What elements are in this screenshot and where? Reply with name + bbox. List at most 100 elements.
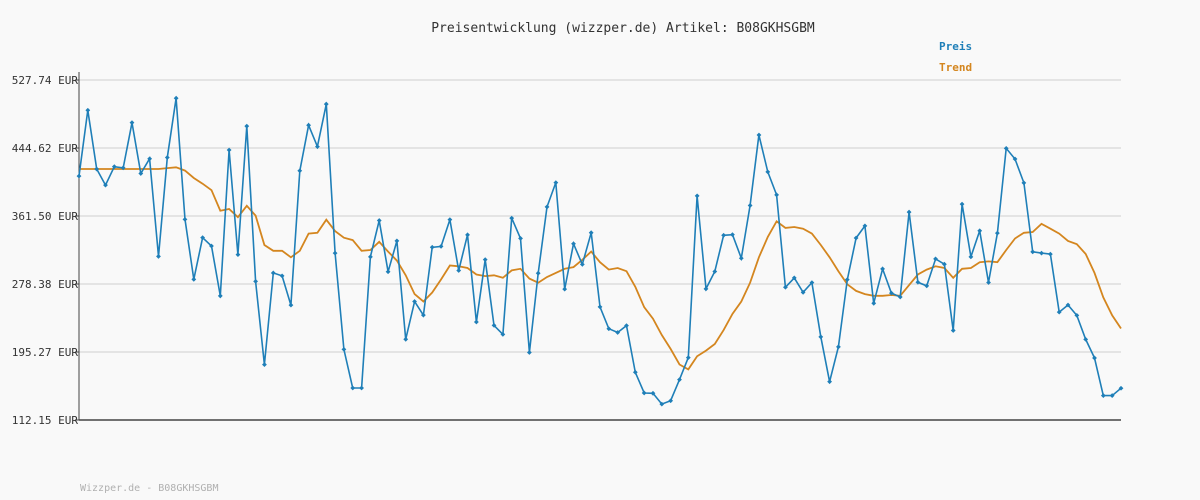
preis-point	[288, 302, 294, 308]
legend-preis: Preis	[939, 40, 972, 53]
preis-point	[544, 204, 550, 210]
y-tick-label: 195.27 EUR	[12, 346, 79, 359]
preis-point	[1083, 336, 1089, 342]
preis-point	[376, 218, 382, 223]
preis-point	[1074, 313, 1080, 318]
preis-point	[138, 171, 144, 176]
preis-point	[420, 312, 426, 318]
preis-point	[368, 254, 373, 260]
preis-point	[721, 232, 727, 238]
preis-point	[588, 230, 594, 236]
preis-point	[818, 334, 824, 340]
preis-point	[1039, 250, 1044, 256]
preis-point	[977, 228, 983, 234]
preis-point	[403, 336, 409, 342]
preis-point	[182, 216, 188, 222]
preis-point	[156, 254, 161, 259]
preis-point	[668, 398, 674, 404]
preis-point	[1021, 180, 1027, 186]
preis-point	[571, 241, 576, 247]
y-axis-ticks: 527.74 EUR 444.62 EUR 361.50 EUR 278.38 EUR…	[12, 74, 79, 427]
preis-point	[323, 101, 329, 107]
preis-point	[615, 330, 621, 335]
preis-point	[297, 168, 303, 174]
legend-trend: Trend	[939, 61, 972, 74]
preis-point	[836, 344, 841, 350]
y-tick-label: 527.74 EUR	[12, 74, 79, 87]
preis-point	[624, 323, 629, 329]
preis-point	[1003, 145, 1009, 151]
preis-point	[447, 217, 453, 223]
preis-point	[712, 269, 718, 274]
preis-point	[950, 328, 956, 333]
preis-point	[694, 193, 700, 199]
preis-point	[994, 230, 1000, 236]
preis-point	[103, 182, 108, 188]
preis-point	[164, 155, 170, 160]
preis-point	[270, 270, 276, 276]
preis-point	[968, 254, 974, 260]
preis-point	[129, 120, 135, 126]
trend-series-line	[79, 166, 1122, 371]
preis-point	[685, 355, 691, 361]
preis-point	[791, 275, 797, 281]
preis-point	[315, 144, 320, 150]
preis-point	[438, 243, 444, 249]
preis-point	[217, 293, 223, 299]
preis-point	[933, 256, 938, 262]
preis-point	[173, 95, 179, 101]
preis-point	[473, 319, 479, 325]
preis-point	[191, 276, 197, 282]
preis-point	[1100, 393, 1106, 398]
preis-point	[94, 166, 100, 172]
preis-point	[553, 180, 559, 186]
chart-title: Preisentwicklung (wizzper.de) Artikel: B…	[431, 21, 815, 36]
preis-point	[765, 169, 771, 175]
preis-point	[76, 173, 82, 179]
preis-point	[1030, 249, 1036, 255]
preis-point	[853, 235, 859, 241]
preis-point	[332, 250, 338, 256]
preis-point	[906, 209, 912, 215]
preis-point	[279, 273, 285, 279]
preis-point	[756, 132, 762, 138]
preis-point	[650, 390, 656, 396]
preis-point	[350, 385, 356, 391]
preis-point	[1047, 251, 1053, 257]
preis-point	[924, 283, 930, 289]
preis-point	[800, 289, 806, 295]
preis-point	[738, 255, 744, 261]
preis-point	[491, 322, 497, 328]
preis-series-line	[78, 98, 1122, 406]
preis-point	[897, 294, 903, 300]
preis-point	[1056, 309, 1062, 315]
preis-point	[986, 280, 991, 285]
y-tick-label: 361.50 EUR	[12, 210, 79, 223]
preis-point	[862, 223, 868, 229]
preis-point	[341, 346, 347, 352]
y-tick-label: 278.38 EUR	[12, 278, 79, 291]
preis-point	[535, 270, 541, 276]
preis-point	[730, 232, 735, 238]
y-tick-label: 444.62 EUR	[12, 142, 79, 155]
preis-point	[579, 261, 585, 267]
preis-point	[606, 326, 612, 332]
preis-point	[120, 165, 126, 171]
preis-point	[889, 290, 894, 296]
preis-point	[747, 203, 753, 208]
preis-point	[244, 123, 250, 129]
preis-point	[880, 266, 885, 272]
preis-point	[1065, 302, 1071, 308]
preis-point	[412, 299, 417, 304]
preis-point	[1118, 385, 1124, 391]
preis-point	[456, 268, 462, 273]
preis-point	[915, 279, 921, 285]
preis-point	[597, 304, 603, 310]
preis-point	[827, 379, 832, 385]
preis-point	[262, 362, 267, 367]
preis-point	[209, 243, 214, 249]
preis-point	[111, 164, 117, 170]
preis-point	[871, 300, 877, 306]
preis-point	[562, 286, 568, 292]
